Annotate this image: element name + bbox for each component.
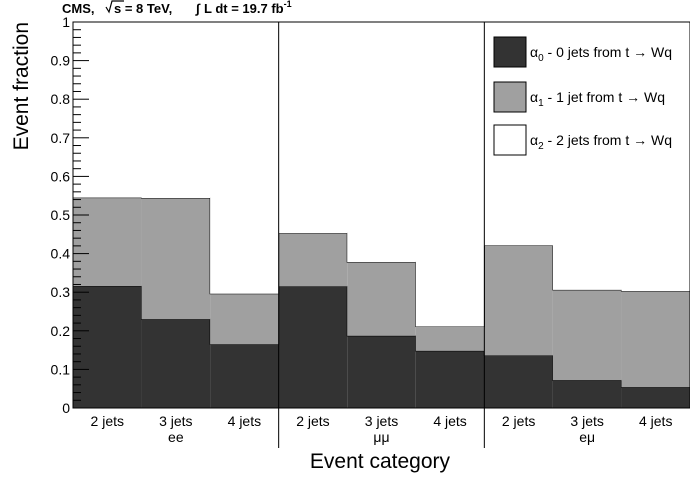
y-tick-label: 1	[62, 14, 70, 30]
header-lumi: L dt = 19.7 fb	[204, 1, 284, 16]
y-tick-label: 0.6	[51, 168, 71, 184]
x-tick-label: 3 jets	[365, 413, 398, 429]
x-tick-label: 3 jets	[159, 413, 192, 429]
bar-segment	[73, 22, 142, 198]
bar-segment	[552, 380, 622, 408]
legend-swatch	[493, 124, 527, 156]
x-tick-label: 2 jets	[91, 413, 124, 429]
bar-segment	[347, 335, 416, 408]
bar-segment	[484, 245, 553, 356]
y-tick-label: 0.3	[51, 284, 71, 300]
y-tick-label: 0.9	[51, 53, 71, 69]
legend-swatch	[493, 36, 527, 68]
svg-text:CMS,: CMS,	[62, 1, 95, 16]
header-energy-value: = 8 TeV,	[121, 1, 172, 16]
bar-segment	[278, 286, 348, 408]
bar-segment	[347, 22, 416, 263]
bar-segment	[415, 350, 485, 408]
sqrt-symbol	[105, 0, 124, 14]
x-tick-label: 2 jets	[296, 413, 329, 429]
bar-segment	[141, 319, 211, 408]
bars-layer	[73, 22, 690, 408]
x-tick-label: 4 jets	[228, 413, 261, 429]
legend-entry-label: α2 - 2 jets from t → Wq	[530, 132, 672, 152]
y-tick-label: 0.8	[51, 91, 71, 107]
header-experiment: CMS,	[62, 1, 95, 16]
y-tick-label: 0	[62, 400, 70, 416]
svg-text:s = 8 TeV,: s = 8 TeV,	[114, 1, 172, 16]
y-axis: 0 0.1 0.2 0.3 0.4 0.5 0.6 0.7 0.8 0.9 1	[51, 14, 89, 416]
legend: α0 - 0 jets from t → Wq α1 - 1 jet from t…	[493, 36, 672, 156]
header-lumi-exponent: -1	[284, 0, 292, 9]
bar-segment	[415, 326, 485, 351]
bar-segment	[210, 293, 279, 345]
bar-segment	[621, 22, 690, 292]
header-energy-var: s	[114, 1, 121, 16]
y-tick-label: 0.7	[51, 130, 71, 146]
bar-segment	[552, 289, 622, 381]
y-tick-label: 0.2	[51, 323, 71, 339]
bar-segment	[210, 344, 279, 408]
x-tick-label: 3 jets	[570, 413, 603, 429]
legend-entry-label: α1 - 1 jet from t → Wq	[530, 89, 665, 109]
x-group-label: μμ	[373, 429, 389, 445]
y-axis-title: Event fraction	[10, 22, 33, 150]
legend-swatch	[493, 81, 527, 113]
y-tick-label: 0.1	[51, 361, 71, 377]
bar-segment	[141, 22, 211, 199]
x-tick-label: 4 jets	[433, 413, 466, 429]
x-axis: 2 jets 3 jets 4 jets 2 jets 3 jets 4 jets 2 je…	[91, 413, 673, 445]
y-tick-label: 0.4	[51, 246, 71, 262]
bar-segment	[347, 262, 416, 336]
bar-segment	[552, 22, 622, 290]
bar-segment	[210, 22, 279, 294]
bar-segment	[621, 387, 690, 408]
legend-entry-label: α0 - 0 jets from t → Wq	[530, 44, 672, 64]
bar-segment	[415, 22, 485, 327]
svg-text:L dt = 19.7 fb-1: L dt = 19.7 fb-1	[204, 0, 292, 16]
x-tick-label: 4 jets	[639, 413, 672, 429]
header-integral-symbol: ∫	[195, 1, 201, 16]
group-dividers	[278, 22, 485, 448]
bar-segment	[484, 355, 553, 408]
bar-segment	[73, 197, 142, 287]
bar-segment	[73, 286, 142, 408]
bar-segment	[621, 291, 690, 388]
bar-segment	[278, 22, 348, 234]
bar-segment	[278, 233, 348, 287]
y-tick-label: 0.5	[51, 207, 71, 223]
x-tick-label: 2 jets	[502, 413, 535, 429]
chart-header: CMS, s = 8 TeV, ∫ L dt = 19.7 fb-1	[62, 0, 292, 16]
x-group-label: ee	[168, 429, 184, 445]
bar-segment	[141, 198, 211, 320]
x-axis-title: Event category	[310, 450, 451, 473]
x-group-label: eμ	[579, 429, 595, 445]
svg-text:∫: ∫	[195, 1, 201, 16]
